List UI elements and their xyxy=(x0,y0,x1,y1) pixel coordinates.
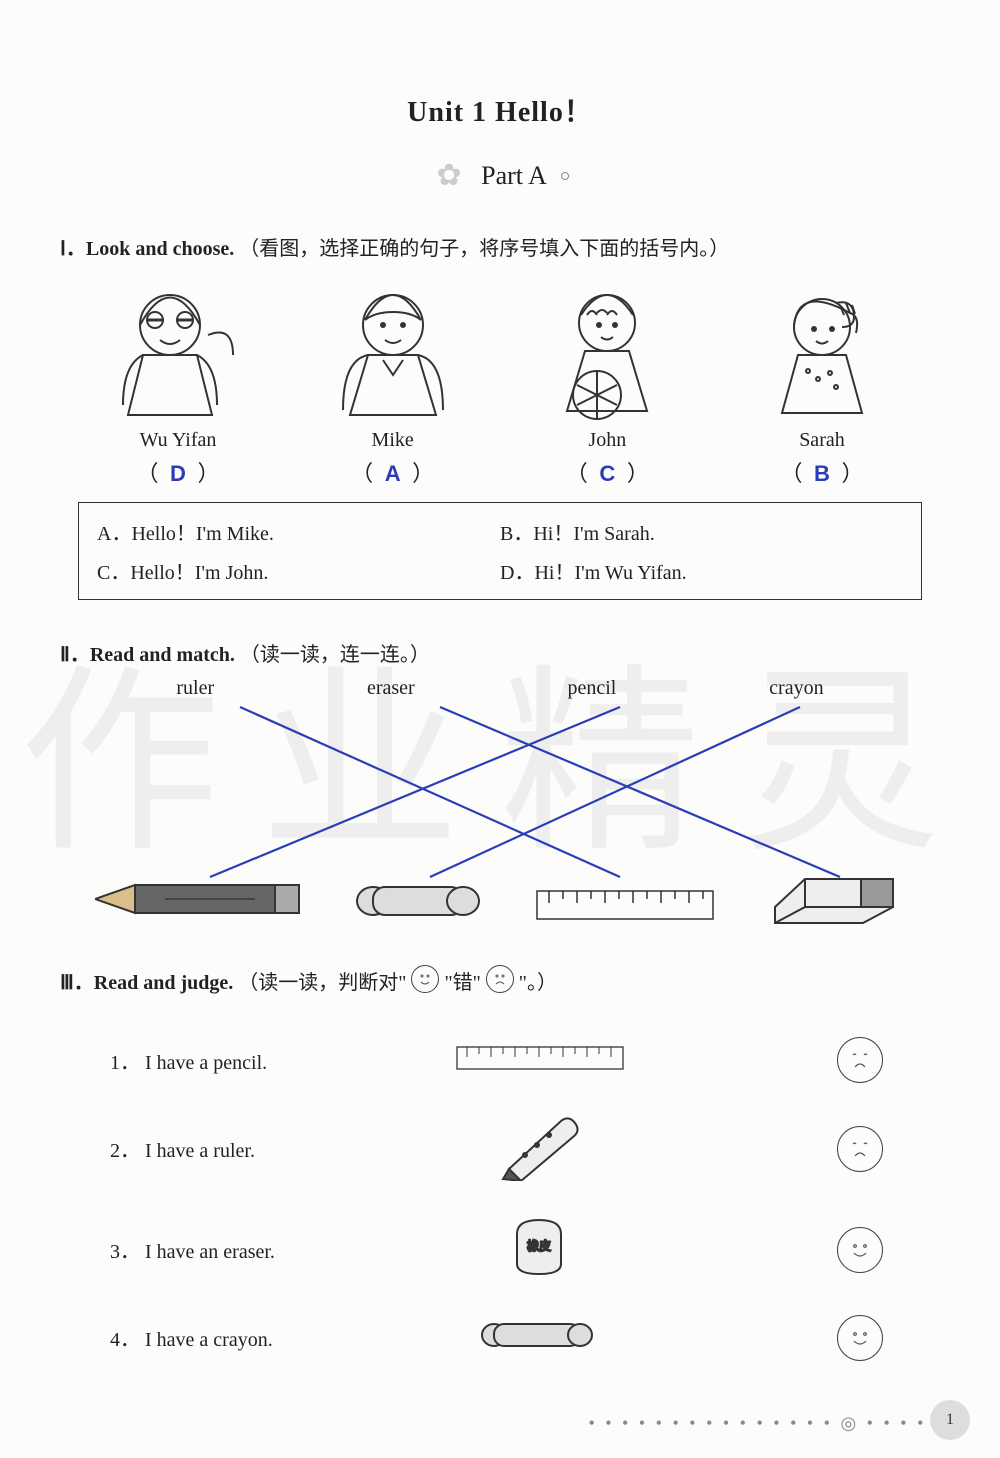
footer-dots: • • • • • • • • • • • • • • • ◎ • • • • … xyxy=(588,1413,960,1434)
ex2-num: Ⅱ． xyxy=(60,644,90,666)
ex3-text: 4． I have a crayon. xyxy=(110,1323,410,1352)
ex2-cn: （读一读，连一连。） xyxy=(240,644,430,666)
face-happy xyxy=(810,1227,910,1273)
exercise-3: Ⅲ．Read and judge. （读一读，判断对" "错" "。） 1． I… xyxy=(60,965,940,1362)
paren-left: （ xyxy=(351,461,373,486)
character-wu-yifan: Wu Yifan （ D ） xyxy=(78,275,278,488)
character-mike: Mike （ A ） xyxy=(293,275,493,488)
paren-right: ） xyxy=(198,461,220,486)
exercise-1: Ⅰ．Look and choose. （看图，选择正确的句子，将序号填入下面的括… xyxy=(60,232,940,600)
ex3-cn-1: （读一读，判断对" xyxy=(238,972,406,994)
crayon-small-icon xyxy=(410,1313,670,1362)
paren-right: ） xyxy=(412,461,434,486)
item-text: I have an eraser. xyxy=(145,1241,275,1263)
dot-icon xyxy=(561,172,569,180)
item-num: 1． xyxy=(110,1052,140,1074)
mike-icon xyxy=(308,275,478,425)
ex2-items xyxy=(60,867,940,927)
answer-row: （ D ） xyxy=(78,456,278,488)
ex2-area: ruler eraser pencil crayon xyxy=(60,677,940,927)
flower-icon xyxy=(431,158,467,194)
sad-face-icon xyxy=(486,965,514,993)
ex3-row-2: 2． I have a ruler. xyxy=(60,1111,940,1186)
ex3-text: 1． I have a pencil. xyxy=(110,1046,410,1075)
john-icon xyxy=(522,275,692,425)
character-sarah: Sarah （ B ） xyxy=(722,275,922,488)
answer-letter: C xyxy=(593,461,621,487)
char-name: Wu Yifan xyxy=(78,429,278,452)
answer-letter: B xyxy=(808,461,836,487)
eraser-box-icon: 橡皮 xyxy=(410,1214,670,1285)
answer-row: （ A ） xyxy=(293,456,493,488)
crayon-icon xyxy=(355,875,485,927)
ex3-row-4: 4． I have a crayon. xyxy=(60,1313,940,1362)
sarah-icon xyxy=(737,275,907,425)
face-sad xyxy=(810,1126,910,1172)
ex3-text: 2． I have a ruler. xyxy=(110,1134,410,1163)
eraser-icon xyxy=(765,867,905,927)
answer-row: （ B ） xyxy=(722,456,922,488)
ex3-row-1: 1． I have a pencil. xyxy=(60,1037,940,1083)
ruler-small-icon xyxy=(410,1043,670,1078)
item-num: 2． xyxy=(110,1140,140,1162)
ex3-text: 3． I have an eraser. xyxy=(110,1235,410,1264)
ex3-row-3: 3． I have an eraser. 橡皮 xyxy=(60,1214,940,1285)
paren-right: ） xyxy=(627,461,649,486)
item-text: I have a crayon. xyxy=(145,1329,273,1351)
option-b: B．Hi！I'm Sarah. xyxy=(500,517,903,546)
ex3-heading: Ⅲ．Read and judge. （读一读，判断对" "错" "。） xyxy=(60,965,940,995)
option-c: C．Hello！I'm John. xyxy=(97,556,500,585)
page-number: 1 xyxy=(930,1400,970,1440)
answer-letter: A xyxy=(379,461,407,487)
ex3-en: Read and judge. xyxy=(94,972,233,994)
ex3-num: Ⅲ． xyxy=(60,972,94,994)
item-num: 4． xyxy=(110,1329,140,1351)
answer-letter: D xyxy=(164,461,192,487)
ruler-icon xyxy=(535,883,715,927)
ex1-characters: Wu Yifan （ D ） Mik xyxy=(60,275,940,488)
item-text: I have a pencil. xyxy=(145,1052,267,1074)
option-d: D．Hi！I'm Wu Yifan. xyxy=(500,556,903,585)
svg-text:橡皮: 橡皮 xyxy=(527,1239,551,1253)
exercise-2: Ⅱ．Read and match. （读一读，连一连。） ruler erase… xyxy=(60,638,940,927)
paren-left: （ xyxy=(566,461,588,486)
ex3-cn-3: "。） xyxy=(519,972,557,994)
char-name: Mike xyxy=(293,429,493,452)
ex1-cn: （看图，选择正确的句子，将序号填入下面的括号内。） xyxy=(239,238,729,260)
ex2-heading: Ⅱ．Read and match. （读一读，连一连。） xyxy=(60,638,940,667)
ex2-en: Read and match. xyxy=(90,644,235,666)
pencil-dotted-icon xyxy=(410,1111,670,1186)
part-row: Part A xyxy=(60,158,940,194)
character-john: John （ C ） xyxy=(507,275,707,488)
paren-left: （ xyxy=(780,461,802,486)
ex1-num: Ⅰ． xyxy=(60,238,86,260)
answer-row: （ C ） xyxy=(507,456,707,488)
face-happy xyxy=(810,1315,910,1361)
pencil-icon xyxy=(95,871,305,927)
part-label: Part A xyxy=(481,161,547,191)
face-sad xyxy=(810,1037,910,1083)
char-name: John xyxy=(507,429,707,452)
ex1-en: Look and choose. xyxy=(86,238,234,260)
option-a: A．Hello！I'm Mike. xyxy=(97,517,500,546)
item-text: I have a ruler. xyxy=(145,1140,255,1162)
paren-left: （ xyxy=(136,461,158,486)
ex1-heading: Ⅰ．Look and choose. （看图，选择正确的句子，将序号填入下面的括… xyxy=(60,232,940,261)
wu-yifan-icon xyxy=(93,275,263,425)
item-num: 3． xyxy=(110,1241,140,1263)
ex1-options: A．Hello！I'm Mike. B．Hi！I'm Sarah. C．Hell… xyxy=(78,502,922,600)
unit-title: Unit 1 Hello！ xyxy=(60,90,940,130)
char-name: Sarah xyxy=(722,429,922,452)
paren-right: ） xyxy=(841,461,863,486)
ex3-cn-2: "错" xyxy=(444,972,480,994)
smile-face-icon xyxy=(411,965,439,993)
